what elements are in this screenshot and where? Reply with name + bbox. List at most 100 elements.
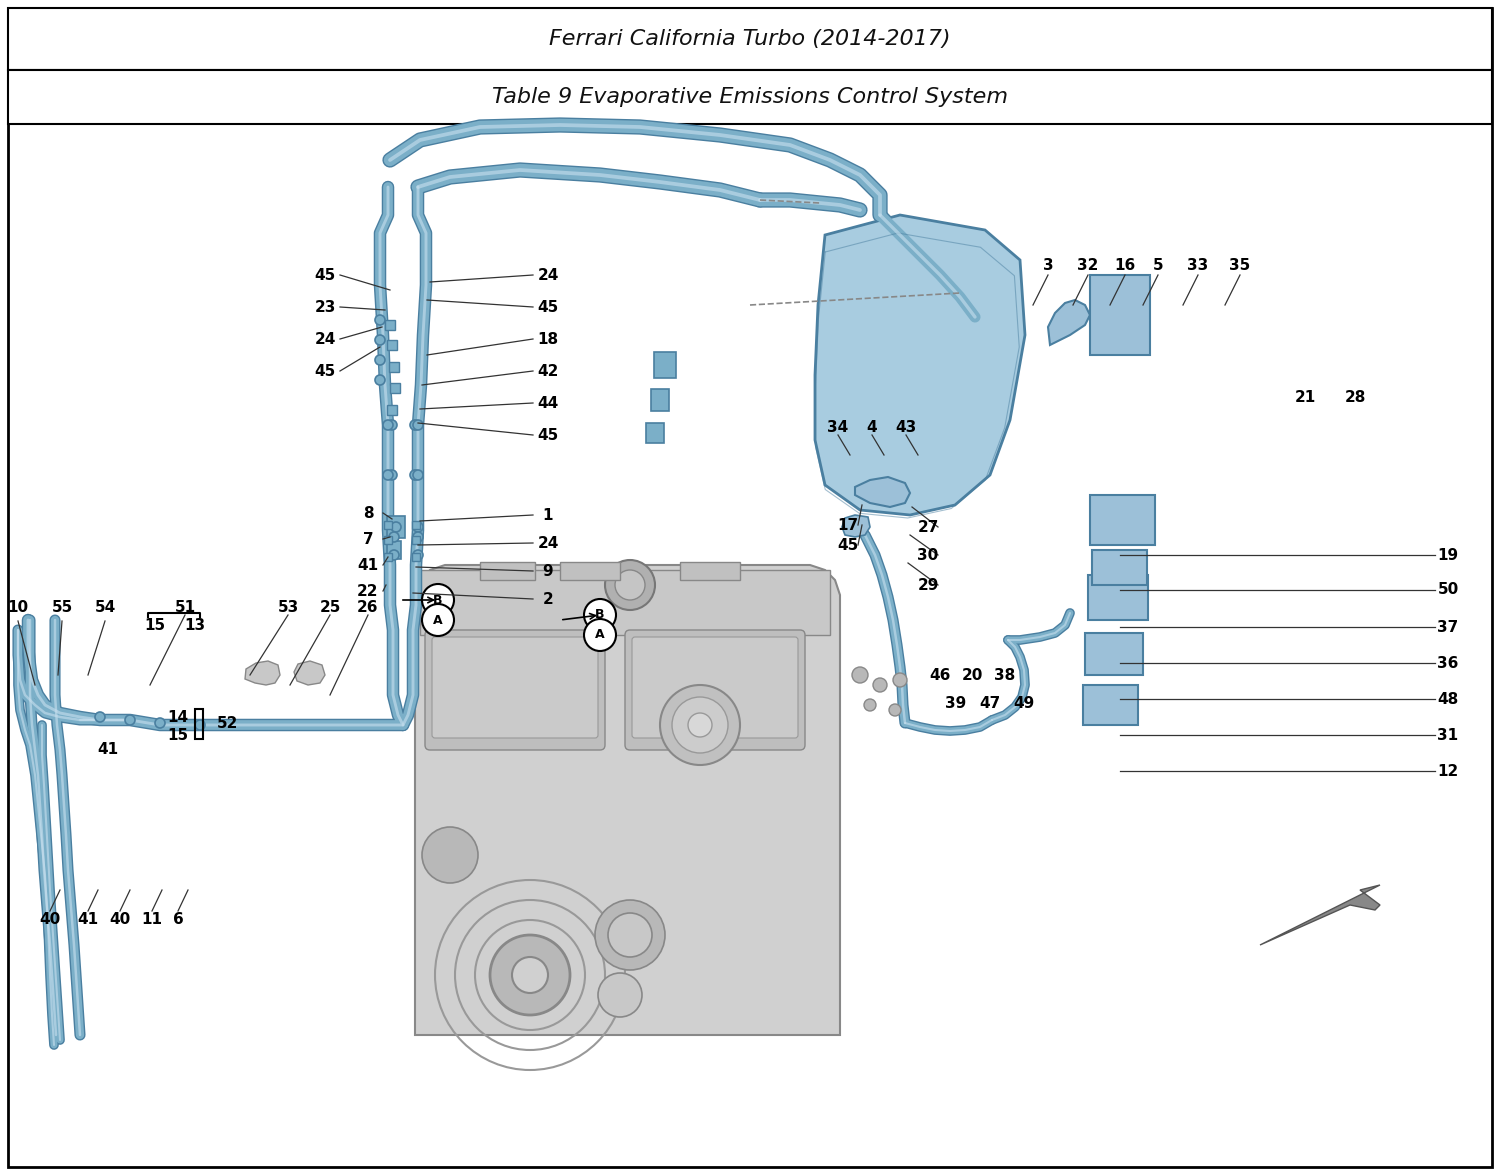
Circle shape	[890, 704, 902, 716]
Text: 49: 49	[1014, 696, 1035, 711]
Text: 50: 50	[1437, 583, 1458, 598]
Text: 36: 36	[1437, 656, 1458, 671]
Bar	[1090, 275, 1150, 355]
Text: 40: 40	[39, 913, 60, 927]
Circle shape	[596, 900, 664, 971]
Text: 18: 18	[537, 331, 558, 347]
Polygon shape	[1048, 300, 1090, 345]
Bar	[1092, 550, 1148, 585]
Bar	[1083, 685, 1138, 725]
Text: 24: 24	[537, 536, 558, 551]
Circle shape	[660, 685, 740, 765]
Text: 9: 9	[543, 564, 554, 578]
Text: 3: 3	[1042, 257, 1053, 273]
Circle shape	[413, 522, 423, 532]
Circle shape	[892, 673, 908, 687]
Circle shape	[387, 470, 398, 481]
Text: 21: 21	[1294, 389, 1316, 404]
Bar	[390, 383, 400, 392]
Text: 8: 8	[363, 505, 374, 521]
Bar	[387, 516, 405, 538]
Bar	[413, 553, 420, 560]
Circle shape	[864, 699, 876, 711]
Text: 39: 39	[945, 696, 966, 711]
FancyBboxPatch shape	[424, 630, 604, 750]
Polygon shape	[416, 565, 840, 1035]
Bar	[413, 521, 420, 529]
Text: 45: 45	[315, 268, 336, 282]
Text: Table 9 Evaporative Emissions Control System: Table 9 Evaporative Emissions Control Sy…	[492, 87, 1008, 107]
Text: 45: 45	[537, 428, 558, 443]
Text: 6: 6	[172, 913, 183, 927]
Text: 23: 23	[315, 300, 336, 315]
Text: 46: 46	[930, 667, 951, 683]
Text: 55: 55	[51, 599, 72, 615]
Text: 25: 25	[320, 599, 340, 615]
FancyBboxPatch shape	[626, 630, 806, 750]
Text: 31: 31	[1437, 727, 1458, 743]
Bar	[480, 562, 536, 580]
Text: 27: 27	[918, 519, 939, 535]
FancyBboxPatch shape	[432, 637, 598, 738]
Text: 19: 19	[1437, 548, 1458, 563]
Text: 33: 33	[1188, 257, 1209, 273]
Circle shape	[598, 973, 642, 1018]
Circle shape	[512, 956, 548, 993]
Bar	[420, 570, 830, 634]
Bar	[560, 562, 620, 580]
Bar	[1088, 575, 1148, 620]
Circle shape	[382, 470, 393, 481]
Text: 43: 43	[896, 419, 916, 435]
Text: Ferrari California Turbo (2014-2017): Ferrari California Turbo (2014-2017)	[549, 29, 951, 49]
Bar	[387, 340, 398, 350]
Text: 51: 51	[174, 599, 195, 615]
Text: 47: 47	[980, 696, 1000, 711]
Circle shape	[154, 718, 165, 728]
Text: 37: 37	[1437, 619, 1458, 634]
Text: 2: 2	[543, 591, 554, 606]
Text: 4: 4	[867, 419, 877, 435]
FancyBboxPatch shape	[632, 637, 798, 738]
Circle shape	[410, 470, 420, 481]
Circle shape	[615, 570, 645, 600]
Circle shape	[852, 667, 868, 683]
Circle shape	[422, 584, 454, 616]
Bar	[651, 389, 669, 411]
Circle shape	[672, 697, 728, 753]
Text: 38: 38	[994, 667, 1016, 683]
Text: 11: 11	[141, 913, 162, 927]
Text: 45: 45	[537, 300, 558, 315]
Polygon shape	[842, 515, 870, 537]
Bar	[386, 320, 394, 330]
Circle shape	[422, 827, 478, 882]
Bar	[1090, 495, 1155, 545]
Text: 20: 20	[962, 667, 982, 683]
Text: 24: 24	[315, 331, 336, 347]
Circle shape	[608, 913, 652, 956]
Text: 22: 22	[357, 584, 378, 598]
Polygon shape	[815, 215, 1025, 515]
Circle shape	[375, 375, 386, 385]
Text: 26: 26	[357, 599, 378, 615]
Circle shape	[873, 678, 886, 692]
Bar	[387, 405, 398, 415]
Circle shape	[195, 720, 206, 730]
Text: 48: 48	[1437, 692, 1458, 706]
Text: 17: 17	[837, 517, 858, 532]
Text: 14: 14	[168, 710, 189, 725]
Circle shape	[375, 355, 386, 365]
Text: 12: 12	[1437, 764, 1458, 779]
Text: 41: 41	[98, 743, 118, 758]
Circle shape	[688, 713, 712, 737]
Text: 10: 10	[8, 599, 28, 615]
Circle shape	[387, 419, 398, 430]
Polygon shape	[244, 662, 280, 685]
Bar	[413, 536, 420, 544]
Text: 1: 1	[543, 508, 554, 523]
Text: 41: 41	[78, 913, 99, 927]
Circle shape	[124, 716, 135, 725]
Bar	[388, 362, 399, 372]
Text: 7: 7	[363, 531, 374, 546]
Bar	[8, 8, 1492, 70]
Circle shape	[584, 619, 616, 651]
